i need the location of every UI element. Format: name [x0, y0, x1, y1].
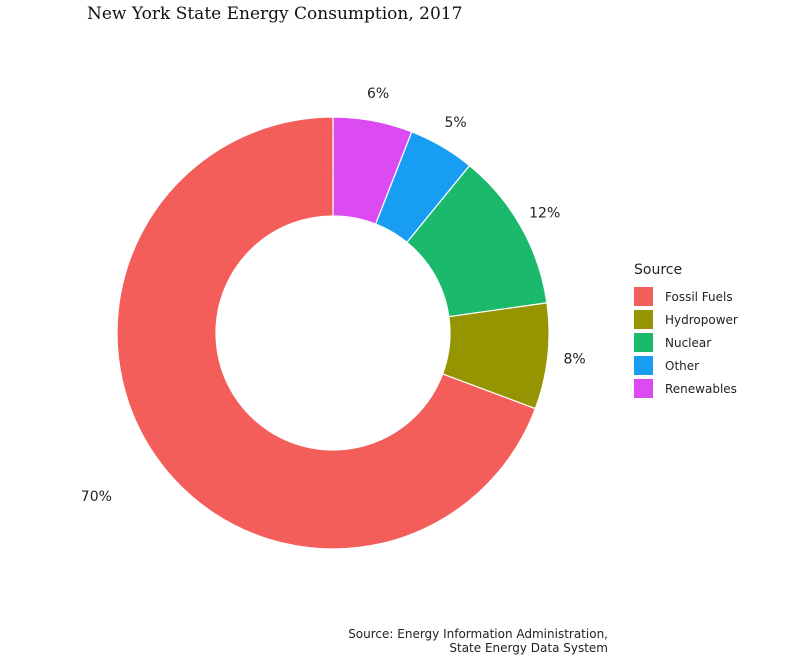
legend-swatch-renewables — [634, 379, 653, 398]
data-label-nuclear: 12% — [529, 206, 560, 222]
data-label-renewables: 6% — [367, 86, 389, 102]
data-label-fossil-fuels: 70% — [81, 489, 112, 505]
caption-line-2: State Energy Data System — [449, 641, 608, 655]
legend-item-renewables: Renewables — [634, 377, 738, 400]
legend-swatch-other — [634, 356, 653, 375]
legend-title: Source — [634, 262, 683, 278]
caption-line-1: Source: Energy Information Administratio… — [348, 627, 608, 641]
legend-label: Fossil Fuels — [665, 289, 733, 304]
source-caption: Source: Energy Information Administratio… — [348, 627, 608, 655]
legend-label: Nuclear — [665, 335, 712, 350]
legend-item-nuclear: Nuclear — [634, 331, 738, 354]
data-label-other: 5% — [444, 115, 466, 131]
legend: Source Fossil Fuels Hydropower Nuclear O… — [634, 262, 738, 400]
legend-item-fossil-fuels: Fossil Fuels — [634, 285, 738, 308]
data-label-hydropower: 8% — [563, 351, 585, 367]
legend-item-other: Other — [634, 354, 738, 377]
legend-swatch-fossil-fuels — [634, 287, 653, 306]
legend-label: Hydropower — [665, 312, 738, 327]
legend-label: Renewables — [665, 381, 737, 396]
legend-item-hydropower: Hydropower — [634, 308, 738, 331]
legend-swatch-hydropower — [634, 310, 653, 329]
legend-label: Other — [665, 358, 700, 373]
slice-fossil-fuels — [116, 116, 537, 550]
legend-swatch-nuclear — [634, 333, 653, 352]
chart-title: New York State Energy Consumption, 2017 — [87, 4, 463, 24]
